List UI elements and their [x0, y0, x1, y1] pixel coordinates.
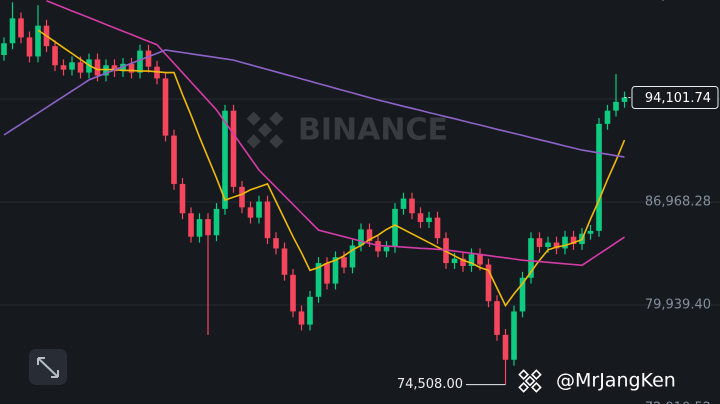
candle-body — [60, 65, 67, 70]
candle-body — [545, 242, 551, 247]
y-tick-label: 101,026.04 — [637, 0, 711, 3]
candle-body — [69, 62, 75, 70]
candle-body — [596, 123, 602, 231]
plot: 74,508.00 94,101.74 — [1, 0, 719, 392]
candle-body — [26, 37, 33, 57]
candle-body — [451, 258, 458, 264]
candle-body — [298, 311, 305, 325]
candle-body — [1, 43, 7, 55]
candle-body — [604, 110, 611, 124]
candle-body — [528, 238, 534, 278]
candle-body — [536, 238, 543, 247]
low-label: 74,508.00 — [397, 377, 463, 392]
candle-body — [264, 201, 271, 239]
candle-body — [188, 213, 194, 237]
y-tick-label: 79,939.40 — [645, 298, 711, 313]
candle-body — [553, 242, 560, 249]
candle-body — [145, 50, 152, 67]
candle-body — [460, 258, 466, 267]
candle-body — [307, 296, 313, 325]
moving-average-line — [37, 29, 626, 308]
candle-body — [52, 46, 58, 66]
candle-body — [239, 186, 245, 208]
candle-body — [94, 59, 101, 76]
candle-body — [468, 254, 475, 267]
candle-body — [222, 110, 228, 209]
candle-body — [621, 97, 628, 102]
last-price-box — [631, 85, 719, 109]
candle-body — [477, 254, 483, 265]
candle-body — [256, 201, 262, 218]
candle-body — [324, 263, 330, 284]
candle-body — [426, 217, 432, 223]
candle-body — [290, 274, 296, 312]
candle-body — [137, 50, 143, 73]
candle-body — [434, 217, 441, 239]
candle-body — [247, 207, 254, 218]
candle-body — [409, 198, 415, 214]
candle-body — [171, 135, 177, 184]
y-tick-label: 72,910.52 — [645, 401, 711, 404]
candle-body — [18, 18, 24, 38]
candle-body — [366, 229, 373, 242]
candle-body — [281, 248, 288, 275]
candle-body — [511, 311, 517, 360]
candle-body — [570, 236, 577, 245]
credit: @MrJangKen — [556, 370, 676, 392]
candle-body — [230, 110, 237, 187]
candle-body — [128, 63, 135, 73]
candle-body — [392, 208, 398, 247]
candle-body — [315, 263, 322, 297]
candle-body — [213, 208, 220, 236]
candle-body — [502, 334, 509, 360]
candle-body — [417, 213, 424, 223]
candle-body — [519, 277, 526, 312]
candle-body — [485, 264, 492, 302]
candle-body — [179, 183, 186, 214]
candle-body — [9, 18, 16, 44]
candle-body — [205, 219, 211, 236]
candle-body — [613, 101, 619, 111]
expand-icon[interactable] — [29, 349, 67, 385]
candle-body — [562, 236, 568, 249]
y-tick-label: 86,968.28 — [645, 194, 711, 209]
candle-body — [332, 257, 339, 284]
candle-body — [273, 238, 279, 249]
moving-average-line — [3, 49, 625, 158]
candle-body — [358, 229, 364, 246]
candle-body — [383, 246, 390, 252]
candle-body — [111, 65, 118, 72]
candle-body — [494, 301, 500, 335]
moving-average-line — [46, 0, 625, 267]
candle-body — [196, 219, 203, 237]
candle-body — [587, 230, 594, 234]
credit-logo — [518, 369, 542, 393]
candle-body — [35, 25, 41, 57]
candle-body — [77, 62, 84, 73]
last-price-label: 94,101.74 — [645, 91, 711, 106]
watermark-text: BINANCE — [298, 113, 448, 148]
candle-body — [162, 78, 169, 136]
candle-body — [349, 245, 356, 268]
candle-body — [400, 198, 407, 209]
candle-body — [341, 257, 347, 268]
